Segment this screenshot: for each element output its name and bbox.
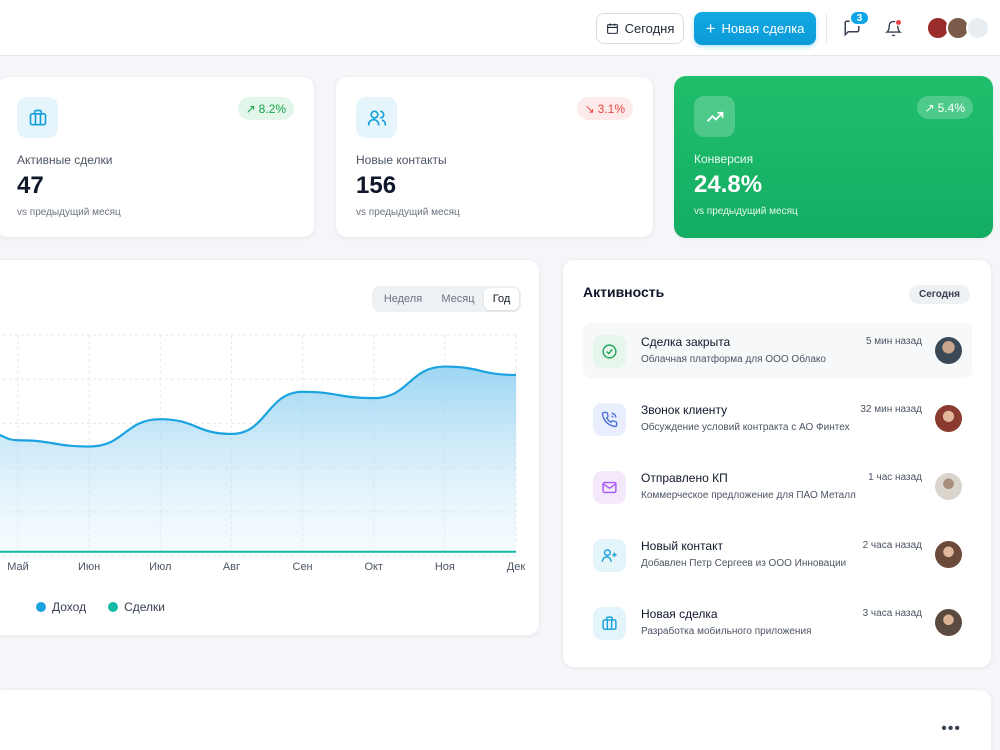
- activity-item[interactable]: Новая сделка Разработка мобильного прило…: [583, 595, 972, 650]
- revenue-area-chart: Май Июн Июл Авг Сен Окт Ноя Дек: [0, 334, 526, 573]
- change-badge: ↘ 3.1%: [576, 97, 633, 120]
- trending-up-icon: [694, 96, 735, 137]
- briefcase-icon: [17, 97, 58, 138]
- trend-down-icon: ↘: [584, 101, 595, 116]
- today-button-label: Сегодня: [624, 21, 675, 36]
- user-plus-icon: [593, 539, 626, 572]
- stat-value: 156: [356, 172, 397, 199]
- calendar-icon: [606, 23, 618, 34]
- bell-icon[interactable]: [882, 17, 904, 39]
- change-value: 3.1%: [597, 101, 625, 116]
- chart-legend: Доход Сделки: [36, 600, 165, 614]
- avatar: [935, 473, 962, 500]
- stat-sub: vs предыдущий месяц: [356, 207, 460, 218]
- activity-item-desc: Добавлен Петр Сергеев из ООО Инновации: [641, 558, 847, 569]
- stat-label: Новые контакты: [356, 153, 447, 167]
- x-tick-label: Дек: [507, 561, 526, 573]
- briefcase-icon: [593, 607, 626, 640]
- tab-month[interactable]: Месяц: [441, 293, 475, 305]
- stat-label: Активные сделки: [17, 153, 113, 167]
- activity-item-title: Звонок клиенту: [641, 403, 728, 417]
- trend-up-icon: ↗: [924, 100, 935, 115]
- legend-dot: [36, 602, 46, 612]
- revenue-chart-card: Неделя Месяц Год Май Июн Июл Авг Сен Окт Ноя Де…: [0, 259, 540, 636]
- activity-item-time: 5 мин назад: [865, 336, 922, 347]
- change-value: 5.4%: [937, 100, 965, 115]
- stat-sub: vs предыдущий месяц: [694, 206, 798, 217]
- tab-year[interactable]: Год: [484, 288, 519, 310]
- revenue-area: [0, 366, 516, 556]
- activity-item-time: 32 мин назад: [860, 404, 922, 415]
- activity-item-title: Отправлено КП: [641, 471, 728, 485]
- x-tick-label: Июл: [149, 561, 171, 573]
- tab-week[interactable]: Неделя: [383, 293, 423, 305]
- activity-item-desc: Коммерческое предложение для ПАО Металл: [641, 490, 856, 501]
- x-tick-label: Ноя: [435, 561, 455, 573]
- stat-sub: vs предыдущий месяц: [17, 207, 121, 218]
- activity-item[interactable]: Новый контакт Добавлен Петр Сергеев из О…: [583, 527, 972, 582]
- activity-item[interactable]: Звонок клиенту Обсуждение условий контра…: [583, 391, 972, 446]
- x-tick-label: Авг: [223, 561, 240, 573]
- activity-item-title: Сделка закрыта: [641, 335, 731, 349]
- today-button[interactable]: Сегодня: [596, 13, 684, 44]
- activity-item-desc: Разработка мобильного приложения: [641, 626, 812, 637]
- stat-label: Конверсия: [694, 152, 754, 166]
- period-selector: Неделя Месяц Год: [372, 286, 521, 312]
- check-circle-icon: [593, 335, 626, 368]
- bottom-card: •••: [0, 689, 992, 750]
- plus-icon: +: [705, 19, 716, 38]
- avatar: [935, 337, 962, 364]
- activity-item[interactable]: Отправлено КП Коммерческое предложение д…: [583, 459, 972, 514]
- header-divider: [826, 14, 827, 43]
- stat-card-active-deals: ↗ 8.2% Активные сделки 47 vs предыдущий м…: [0, 76, 315, 238]
- activity-item-title: Новый контакт: [641, 539, 723, 553]
- change-badge: ↗ 5.4%: [916, 96, 973, 119]
- activity-item-time: 1 час назад: [868, 472, 922, 483]
- activity-item-time: 3 часа назад: [862, 608, 922, 619]
- legend-item-deals[interactable]: Сделки: [108, 600, 165, 614]
- activity-card: Активность Сегодня Сделка закрыта Облачн…: [562, 259, 992, 668]
- mail-icon: [593, 471, 626, 504]
- x-tick-label: Май: [7, 561, 29, 573]
- more-options-icon[interactable]: •••: [941, 720, 961, 737]
- x-tick-label: Окт: [364, 561, 383, 573]
- stat-card-new-contacts: ↘ 3.1% Новые контакты 156 vs предыдущий м…: [335, 76, 654, 238]
- activity-item[interactable]: Сделка закрыта Облачная платформа для ОО…: [583, 323, 972, 378]
- legend-item-revenue[interactable]: Доход: [36, 600, 86, 614]
- x-tick-label: Июн: [78, 561, 100, 573]
- legend-label: Доход: [52, 600, 87, 614]
- new-deal-button-label: Новая сделка: [721, 21, 805, 36]
- legend-dot: [108, 602, 119, 612]
- activity-title: Активность: [583, 284, 665, 300]
- activity-item-title: Новая сделка: [641, 607, 718, 621]
- legend-label: Сделки: [124, 600, 165, 614]
- activity-item-desc: Обсуждение условий контракта с АО Финтех: [641, 422, 850, 433]
- x-tick-label: Сен: [293, 561, 313, 573]
- activity-filter[interactable]: Сегодня: [908, 285, 970, 304]
- activity-item-desc: Облачная платформа для ООО Облако: [641, 354, 826, 365]
- change-value: 8.2%: [258, 101, 286, 116]
- avatar: [935, 405, 962, 432]
- avatar: [935, 541, 962, 568]
- change-badge: ↗ 8.2%: [237, 97, 294, 120]
- messages-badge: 3: [849, 10, 870, 26]
- stat-value: 47: [17, 172, 44, 199]
- avatar[interactable]: [966, 16, 990, 40]
- users-icon: [356, 97, 397, 138]
- trend-up-icon: ↗: [245, 101, 256, 116]
- stat-value: 24.8%: [694, 171, 763, 198]
- new-deal-button[interactable]: + Новая сделка: [694, 12, 816, 45]
- phone-icon: [593, 403, 626, 436]
- revenue-line: [0, 365, 517, 448]
- stat-card-conversion: ↗ 5.4% Конверсия 24.8% vs предыдущий меся…: [674, 76, 993, 238]
- top-header: Сегодня + Новая сделка 3: [0, 0, 1000, 56]
- activity-item-time: 2 часа назад: [862, 540, 922, 551]
- notification-dot: [895, 19, 902, 26]
- avatar: [935, 609, 962, 636]
